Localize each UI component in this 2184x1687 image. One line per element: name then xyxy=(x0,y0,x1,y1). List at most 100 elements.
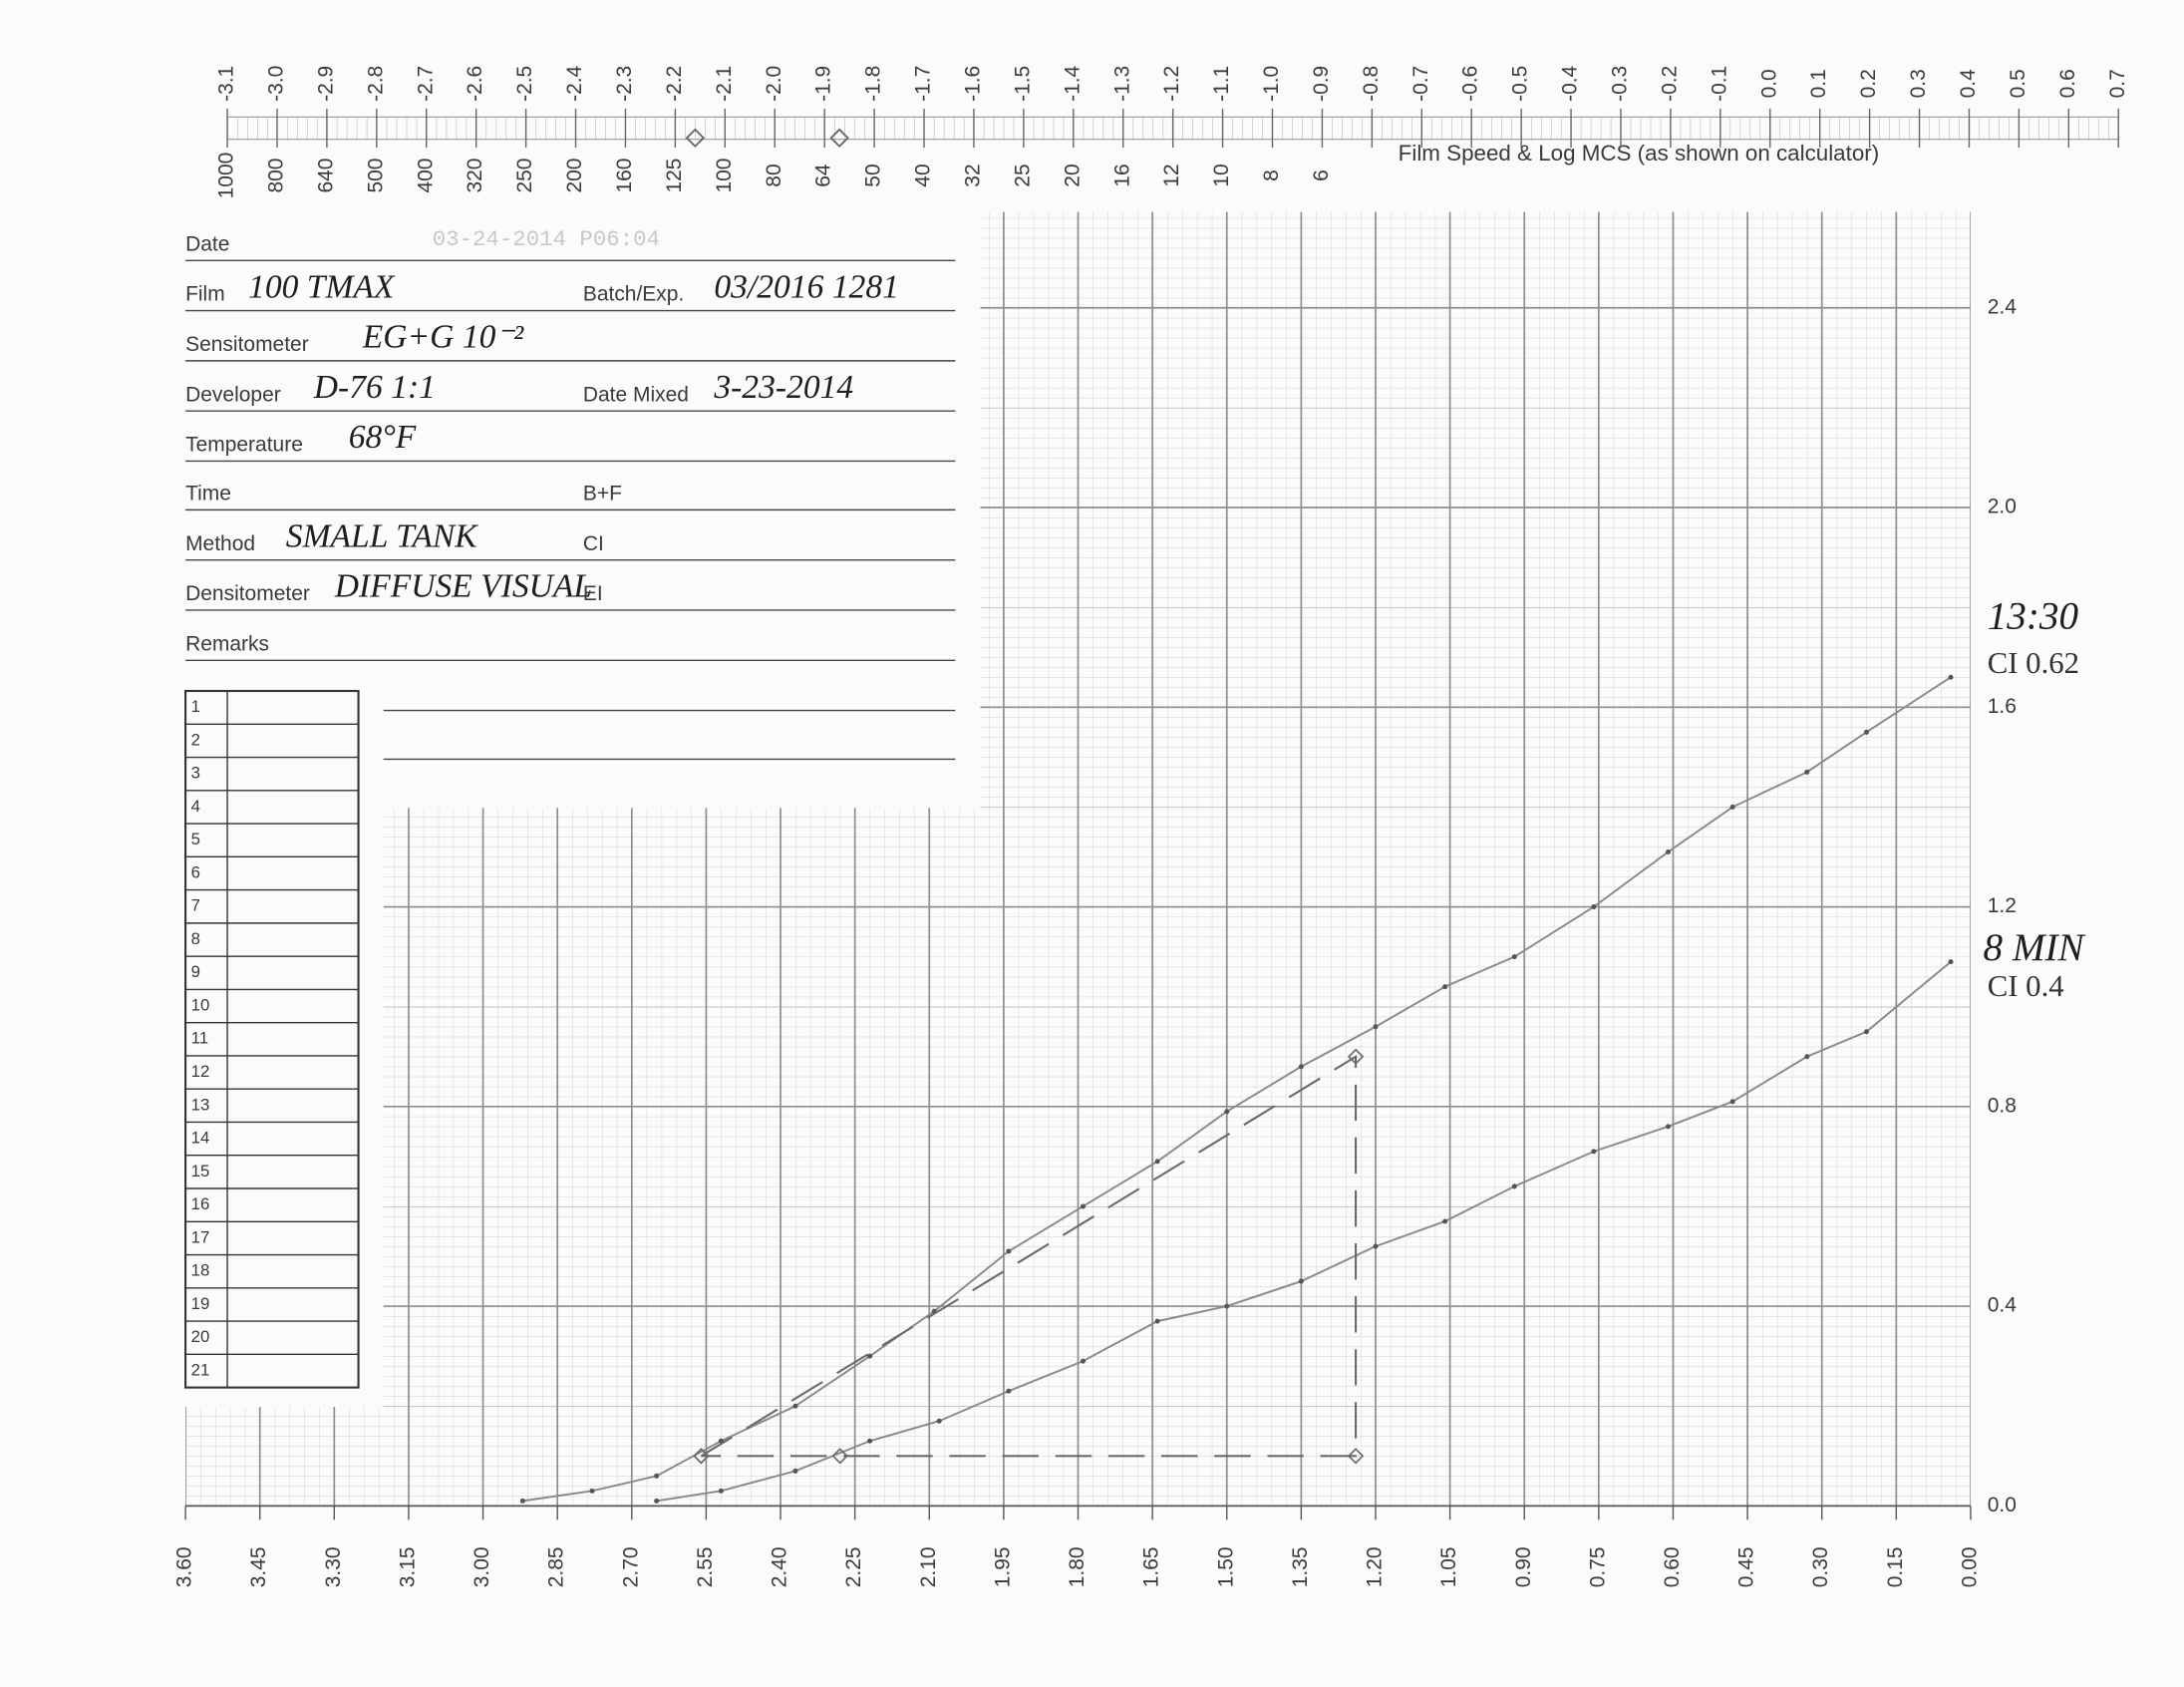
x2-tick-label: -2.8 xyxy=(364,66,387,102)
table-row-number: 16 xyxy=(191,1194,210,1213)
speed-tick-label: 6 xyxy=(1310,169,1333,181)
field-label: Time xyxy=(185,483,231,506)
marker xyxy=(1863,729,1869,735)
marker xyxy=(1298,1278,1304,1284)
speed-tick-label: 400 xyxy=(414,159,437,193)
marker xyxy=(1863,1029,1869,1035)
x2-tick-label: -2.3 xyxy=(613,66,636,102)
marker xyxy=(718,1488,724,1494)
speed-tick-label: 500 xyxy=(364,159,387,193)
marker xyxy=(1442,984,1448,990)
table-row-number: 4 xyxy=(191,797,200,816)
marker xyxy=(1804,769,1810,775)
x2-tick-label: -3.1 xyxy=(215,66,238,102)
x2-tick-label: -2.9 xyxy=(314,66,337,102)
marker xyxy=(654,1473,660,1479)
table-row-number: 5 xyxy=(191,830,200,848)
marker xyxy=(831,1448,848,1465)
x2-tick-label: -1.4 xyxy=(1061,65,1084,101)
marker xyxy=(1442,1218,1448,1224)
marker xyxy=(1948,959,1954,965)
table-row-number: 3 xyxy=(191,764,200,783)
field-label: Date xyxy=(185,232,229,255)
x2-tick-label: -2.5 xyxy=(513,66,536,102)
annotation: CI 0.62 xyxy=(1988,646,2079,680)
speed-tick-label: 12 xyxy=(1160,164,1183,186)
y-tick-label: 0.0 xyxy=(1988,1494,2017,1517)
x2-tick-label: 0.0 xyxy=(1757,69,1780,98)
table-row-number: 12 xyxy=(191,1062,210,1081)
table-row-number: 10 xyxy=(191,995,210,1014)
dashed-construction xyxy=(700,1054,1358,1458)
annotation: CI 0.4 xyxy=(1988,969,2064,1003)
step-table xyxy=(184,689,360,1389)
speed-tick-label: 100 xyxy=(713,159,736,193)
x-tick-label: 1.20 xyxy=(1364,1546,1387,1587)
field-label: Densitometer xyxy=(185,582,310,605)
marker xyxy=(936,1418,942,1424)
table-row-number: 9 xyxy=(191,962,200,981)
x-tick-label: 2.70 xyxy=(619,1546,642,1587)
scale-marker xyxy=(829,128,849,148)
table-row-number: 11 xyxy=(191,1029,208,1048)
field-value: SMALL TANK xyxy=(286,517,478,554)
field-label: Film xyxy=(185,283,225,306)
speed-tick-label: 320 xyxy=(464,159,486,193)
table-row-number: 15 xyxy=(191,1162,210,1181)
marker xyxy=(519,1498,525,1504)
x-tick-label: 2.55 xyxy=(694,1546,717,1587)
speed-tick-label: 1000 xyxy=(215,153,238,199)
x2-tick-label: 0.7 xyxy=(2106,69,2129,98)
marker xyxy=(1591,1149,1597,1155)
speed-tick-label: 8 xyxy=(1260,169,1283,181)
marker xyxy=(1729,804,1735,810)
table-row-number: 13 xyxy=(191,1095,210,1114)
x2-tick-label: -1.6 xyxy=(961,66,984,102)
x-tick-label: 0.00 xyxy=(1958,1546,1981,1587)
marker xyxy=(1006,1388,1012,1394)
x-tick-label: 1.35 xyxy=(1289,1546,1312,1587)
speed-tick-label: 64 xyxy=(812,164,835,187)
y-tick-label: 0.4 xyxy=(1988,1294,2018,1317)
marker xyxy=(1347,1448,1365,1465)
marker xyxy=(1511,954,1517,960)
x2-tick-label: -1.0 xyxy=(1260,66,1283,102)
marker xyxy=(1224,1109,1230,1115)
marker xyxy=(589,1488,595,1494)
x2-tick-label: 0.3 xyxy=(1907,69,1930,98)
speed-tick-label: 25 xyxy=(1011,164,1034,186)
speed-tick-label: 10 xyxy=(1210,164,1233,186)
x-tick-label: 3.60 xyxy=(173,1546,196,1587)
table-row-number: 8 xyxy=(191,929,200,948)
x2-tick-label: -2.6 xyxy=(464,66,486,102)
field-label: Developer xyxy=(185,383,281,406)
field-label: Remarks xyxy=(185,632,269,655)
y-tick-label: 2.4 xyxy=(1988,295,2018,318)
field-value: 68°F xyxy=(349,419,417,456)
x-tick-label: 1.95 xyxy=(991,1546,1014,1587)
x2-tick-label: 0.4 xyxy=(1957,69,1980,98)
marker xyxy=(1080,1203,1087,1209)
x2-tick-label: -2.7 xyxy=(414,66,437,102)
marker xyxy=(1511,1183,1517,1189)
marker xyxy=(1080,1358,1087,1364)
x2-tick-label: -1.3 xyxy=(1110,66,1133,102)
scale-marker xyxy=(685,128,706,148)
x2-tick-label: -0.3 xyxy=(1609,66,1632,102)
marker xyxy=(1948,674,1954,680)
y-tick-label: 0.8 xyxy=(1988,1094,2017,1117)
speed-tick-label: 50 xyxy=(862,164,885,186)
field-label: Sensitometer xyxy=(185,333,309,356)
x2-tick-label: -2.2 xyxy=(663,66,686,102)
x2-tick-label: -0.6 xyxy=(1459,66,1482,102)
field-label: CI xyxy=(583,532,604,555)
curve-label: 8 MIN xyxy=(1984,926,2086,969)
x-tick-label: 3.30 xyxy=(322,1546,345,1587)
x2-tick-label: -1.9 xyxy=(812,66,835,102)
field-label: B+F xyxy=(583,483,622,506)
speed-tick-label: 200 xyxy=(563,159,586,193)
marker xyxy=(1804,1054,1810,1060)
x2-tick-label: -3.0 xyxy=(265,66,288,102)
marker xyxy=(792,1468,798,1474)
